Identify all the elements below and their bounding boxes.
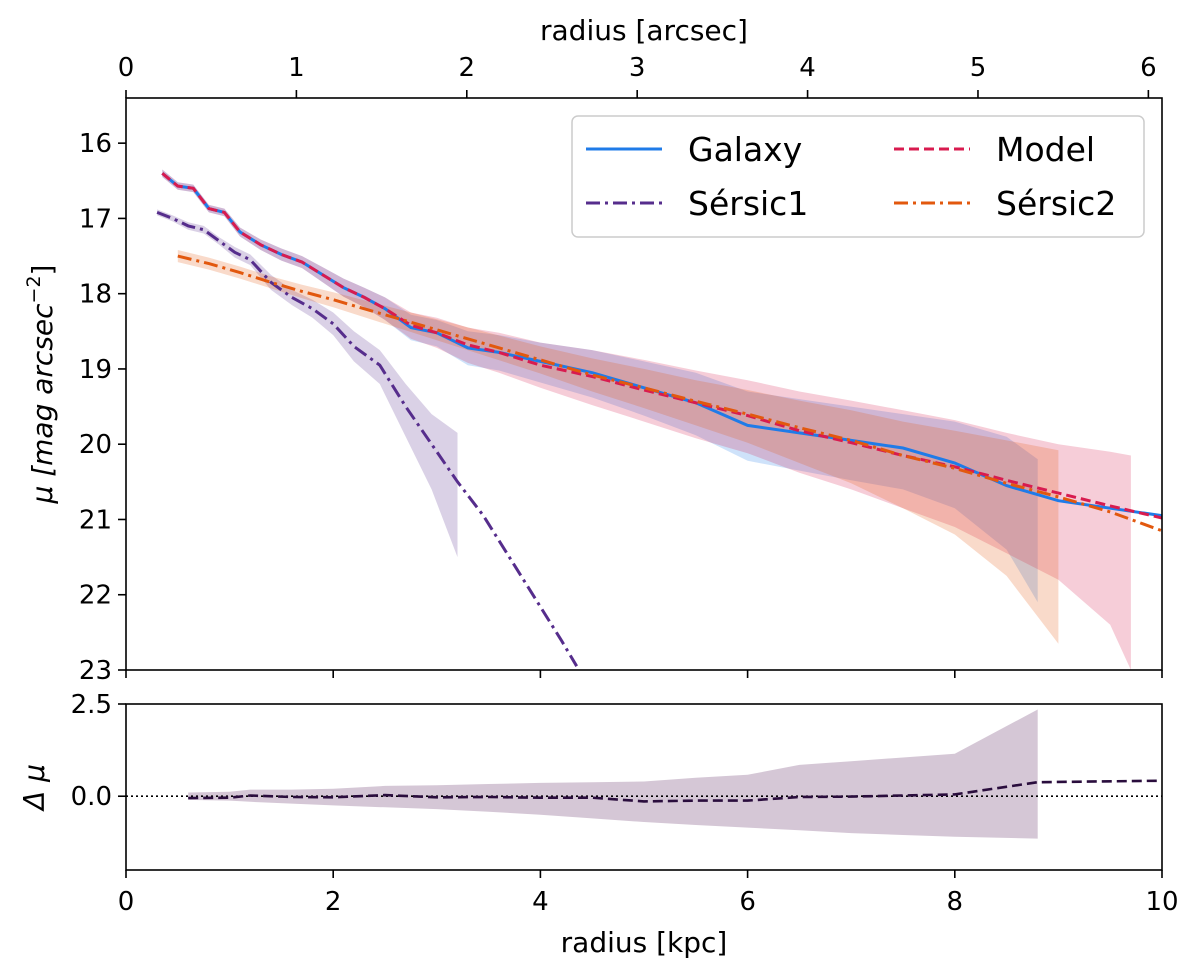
y-tick-label: 22 — [79, 581, 112, 611]
residual-x-ticks: 0 2 4 6 8 10 — [118, 870, 1179, 917]
y-tick-label: 19 — [79, 355, 112, 385]
y-axis-title: μ [mag arcsec−2] — [23, 265, 59, 505]
x-tick-label: 4 — [532, 887, 549, 917]
top-tick-label: 2 — [459, 53, 476, 83]
top-tick-label: 6 — [1140, 53, 1157, 83]
sersic2-band — [177, 250, 1059, 644]
residual-band-area — [188, 709, 1038, 839]
profile-lines — [156, 172, 1162, 667]
legend: Galaxy Sérsic1 Model Sérsic2 — [571, 115, 1145, 238]
top-tick-label: 3 — [629, 53, 646, 83]
residual-y-tick-label: 0.0 — [71, 782, 112, 812]
legend-label-sersic1: Sérsic1 — [688, 184, 808, 223]
residual-y-axis-title: Δ μ — [18, 764, 51, 812]
top-tick-label: 1 — [288, 53, 305, 83]
sersic1-line — [156, 211, 578, 667]
residual-frame — [125, 703, 1163, 871]
y-axis-ticks: 16 17 18 19 20 21 22 23 — [79, 129, 126, 686]
sersic2-line — [177, 254, 1162, 533]
top-axis-ticks: 0 1 2 3 4 5 6 — [118, 53, 1157, 98]
y-tick-label: 23 — [79, 656, 112, 686]
residual-y-ticks: 0.0 2.5 — [71, 690, 126, 812]
galaxy-band — [162, 169, 1038, 603]
x-tick-label: 6 — [739, 887, 756, 917]
top-tick-label: 5 — [970, 53, 987, 83]
residual-panel: 0.0 2.5 0 2 4 6 8 10 radius [kpc] Δ μ — [18, 690, 1179, 959]
x-tick-label: 8 — [947, 887, 964, 917]
top-tick-label: 4 — [799, 53, 816, 83]
residual-band — [188, 709, 1038, 839]
model-band — [162, 169, 1131, 670]
legend-box — [571, 115, 1145, 238]
top-axis-title: radius [arcsec] — [540, 14, 748, 47]
profile-frame — [125, 97, 1163, 671]
legend-label-model: Model — [996, 130, 1095, 169]
x-tick-label: 0 — [118, 887, 135, 917]
top-tick-label: 0 — [118, 53, 135, 83]
legend-label-sersic2: Sérsic2 — [996, 184, 1116, 223]
y-tick-label: 16 — [79, 129, 112, 159]
x-axis-ticks — [125, 670, 1163, 678]
x-axis-title: radius [kpc] — [561, 926, 728, 959]
y-tick-label: 17 — [79, 204, 112, 234]
y-tick-label: 21 — [79, 505, 112, 535]
y-axis-title-close: ] — [26, 265, 59, 276]
sersic1-band — [157, 209, 458, 558]
y-axis-title-main: μ [mag arcsec — [26, 303, 59, 505]
y-tick-label: 18 — [79, 280, 112, 310]
x-tick-label: 2 — [325, 887, 342, 917]
residual-y-tick-label: 2.5 — [71, 690, 112, 720]
confidence-bands — [157, 169, 1131, 670]
y-tick-label: 20 — [79, 430, 112, 460]
legend-label-galaxy: Galaxy — [688, 130, 802, 169]
x-tick-label: 10 — [1145, 887, 1178, 917]
y-axis-title-exponent: −2 — [23, 275, 45, 303]
